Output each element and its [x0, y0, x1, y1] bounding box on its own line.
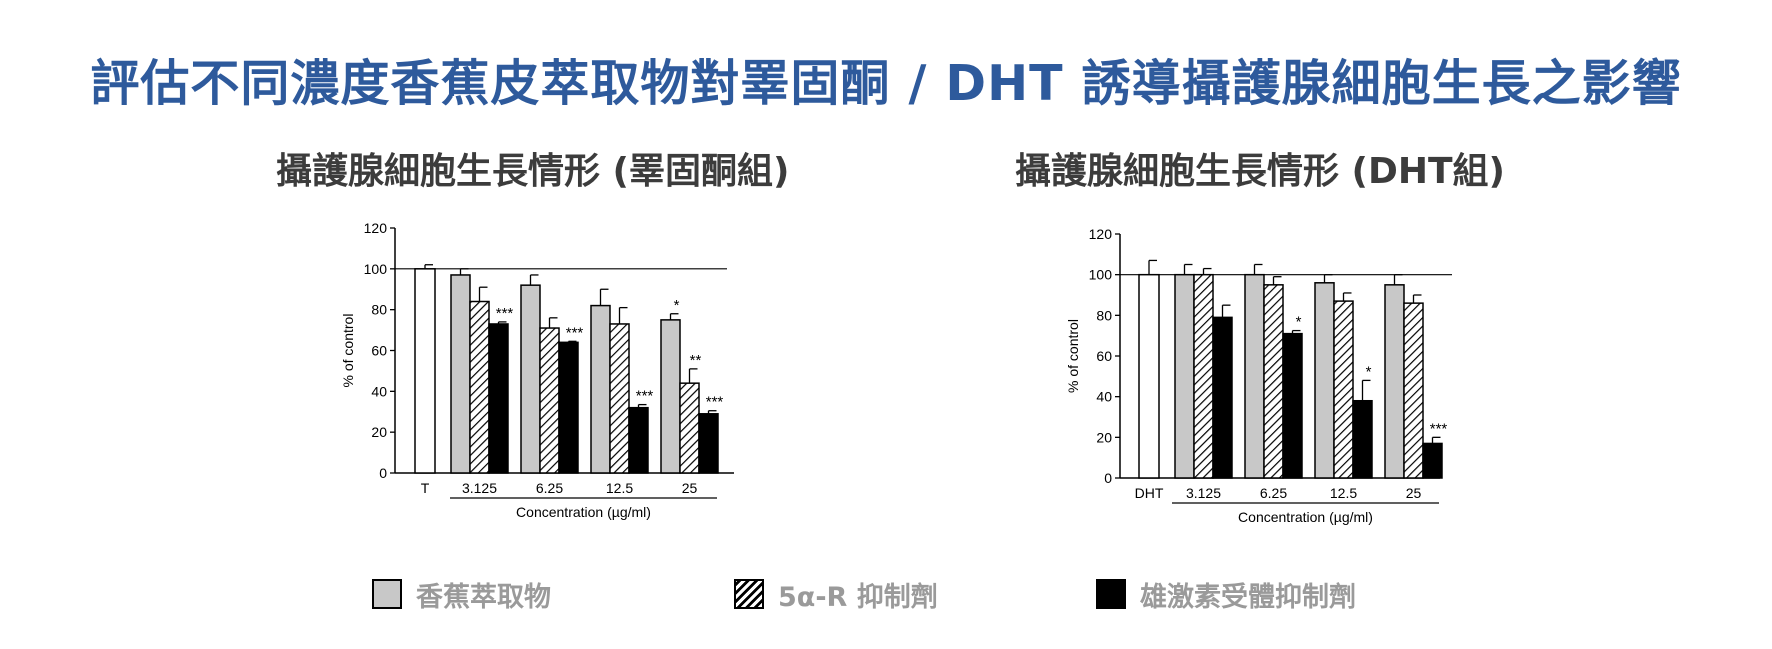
- x-axis-label: Concentration (µg/ml): [1238, 509, 1373, 525]
- x-tick-label: 6.25: [1260, 485, 1287, 501]
- legend-label: 5α-R 抑制劑: [778, 581, 938, 613]
- y-tick-label: 120: [364, 220, 388, 236]
- x-tick-label: 3.125: [1186, 485, 1221, 501]
- black-swatch-icon: [1096, 579, 1126, 609]
- y-tick-label: 80: [371, 302, 387, 318]
- control-label: T: [421, 480, 430, 496]
- x-tick-label: 3.125: [462, 480, 497, 496]
- bar-inhibitor5ar: [1193, 273, 1214, 479]
- x-tick-label: 25: [1406, 485, 1422, 501]
- control-label: DHT: [1135, 485, 1164, 501]
- chart-title-dht: 攝護腺細胞生長情形 (DHT組): [1015, 151, 1506, 192]
- legend-item-androgen-receptor-inhibitor: 雄激素受體抑制劑: [1096, 574, 1356, 614]
- y-axis-label: % of control: [340, 314, 356, 388]
- significance-mark: *: [674, 297, 680, 314]
- y-tick-label: 80: [1096, 307, 1112, 323]
- significance-mark: *: [1296, 314, 1302, 331]
- y-tick-label: 60: [1096, 348, 1112, 364]
- bar-androgen: [1282, 332, 1303, 479]
- x-axis-label: Concentration (µg/ml): [516, 504, 651, 520]
- bar-extract: [1174, 273, 1195, 479]
- significance-mark: ***: [566, 324, 584, 341]
- bar-inhibitor5ar: [1333, 300, 1354, 479]
- bar-inhibitor5ar: [1403, 302, 1424, 479]
- hatch-swatch-icon: [734, 579, 764, 609]
- y-tick-label: 100: [364, 261, 388, 277]
- bar-inhibitor5ar: [1263, 284, 1284, 479]
- bar-androgen: [1212, 316, 1233, 479]
- y-tick-label: 20: [1096, 429, 1112, 445]
- y-tick-label: 0: [379, 465, 387, 481]
- y-axis-label: % of control: [1065, 319, 1081, 393]
- bar-extract: [1314, 282, 1335, 479]
- legend-label: 香蕉萃取物: [416, 581, 551, 613]
- legend-label: 雄激素受體抑制劑: [1140, 581, 1356, 613]
- y-tick-label: 120: [1089, 226, 1113, 242]
- legend-item-extract: 香蕉萃取物: [372, 574, 551, 614]
- bar-extract: [1244, 273, 1265, 479]
- bar-androgen: [1352, 399, 1373, 479]
- significance-mark: *: [1366, 363, 1372, 380]
- gray-swatch-icon: [372, 579, 402, 609]
- chart-title-testosterone: 攝護腺細胞生長情形 (睪固酮組): [276, 151, 790, 192]
- x-tick-label: 12.5: [606, 480, 633, 496]
- y-tick-label: 0: [1104, 470, 1112, 486]
- significance-mark: ***: [706, 394, 724, 411]
- significance-mark: ***: [496, 305, 514, 322]
- significance-mark: ***: [636, 388, 654, 405]
- significance-mark: **: [690, 352, 702, 369]
- y-tick-label: 100: [1089, 267, 1113, 283]
- significance-mark: ***: [1430, 420, 1448, 437]
- y-tick-label: 20: [371, 424, 387, 440]
- page-title: 評估不同濃度香蕉皮萃取物對睪固酮 / DHT 誘導攝護腺細胞生長之影響: [90, 55, 1682, 112]
- bar-androgen: [1422, 442, 1443, 479]
- x-tick-label: 12.5: [1330, 485, 1357, 501]
- y-tick-label: 60: [371, 343, 387, 359]
- control-bar: [1138, 273, 1160, 479]
- bar-extract: [1384, 284, 1405, 479]
- x-tick-label: 6.25: [536, 480, 563, 496]
- x-tick-label: 25: [682, 480, 698, 496]
- legend-item-5ar-inhibitor: 5α-R 抑制劑: [734, 574, 938, 614]
- y-tick-label: 40: [371, 383, 387, 399]
- y-tick-label: 40: [1096, 389, 1112, 405]
